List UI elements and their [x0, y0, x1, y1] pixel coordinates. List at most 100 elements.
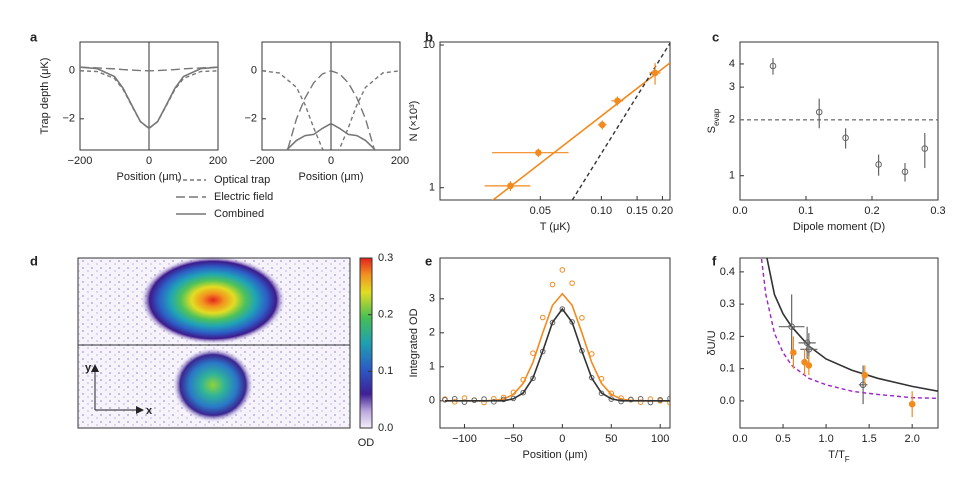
series-line — [286, 70, 376, 150]
data-point — [539, 314, 546, 321]
data-point — [628, 396, 634, 403]
x-axis-label: Position (μm) — [298, 171, 363, 183]
x-tick-label: 0 — [559, 433, 565, 445]
x-tick-label: 0.1 — [798, 205, 813, 217]
y-tick-label: 0 — [69, 65, 75, 77]
x-tick-label: 0.0 — [732, 433, 747, 445]
data-point — [530, 350, 536, 357]
x-axis-label-main: T (μK) — [540, 221, 571, 233]
y-axis-label: Trap depth (μK) — [39, 58, 51, 135]
colorbar-tick-label: 0.1 — [378, 365, 393, 377]
y-tick-label: 0.3 — [720, 298, 735, 310]
series-line — [760, 258, 938, 400]
series-line — [80, 70, 218, 130]
legend-label: Combined — [214, 208, 264, 220]
x-tick-label: 200 — [209, 155, 227, 167]
data-point — [500, 396, 507, 403]
panel-letter: a — [30, 29, 38, 44]
data-point — [842, 134, 849, 142]
data-point — [451, 399, 458, 405]
data-point — [491, 399, 497, 405]
y-tick-label: 0.2 — [720, 330, 735, 342]
y-axis-label-main: Integrated OD — [408, 308, 420, 377]
x-tick-label: 1.5 — [861, 433, 876, 445]
data-point — [559, 306, 566, 312]
x-axis-label: T (μK) — [540, 221, 571, 233]
plot-area — [740, 58, 938, 182]
x-tick-label: 0.5 — [775, 433, 790, 445]
x-axis-label: Position (μm) — [116, 171, 181, 183]
image-x-label: x — [146, 405, 153, 417]
x-tick-label: 0.0 — [732, 205, 747, 217]
image-y-label: y — [85, 362, 92, 374]
y-arrow-head — [91, 364, 99, 372]
data-point — [507, 182, 514, 190]
y-axis-label-main: δU/U — [706, 330, 718, 355]
x-axis-label-main: Dipole moment (D) — [793, 221, 885, 233]
x-axis-label-main: Position (μm) — [522, 449, 587, 461]
data-point — [535, 149, 542, 156]
y-axis-label-sub: evap — [712, 108, 721, 126]
series-line — [262, 70, 400, 150]
x-axis-label: Position (μm) — [522, 449, 587, 461]
x-axis-label-sub: F — [845, 455, 850, 464]
data-point — [579, 315, 585, 321]
colorbar-frame — [359, 257, 373, 429]
y-tick-label: 0.4 — [720, 266, 735, 278]
plot-frame — [739, 257, 939, 429]
x-tick-label: 100 — [651, 433, 669, 445]
x-tick-label: −200 — [250, 155, 275, 167]
y-axis-label: Integrated OD — [408, 308, 420, 377]
image-frame — [77, 257, 351, 429]
data-point — [769, 62, 777, 70]
y-tick-label: −2 — [244, 113, 257, 125]
data-point — [657, 396, 664, 403]
data-point — [667, 395, 670, 402]
y-tick-label: 0.1 — [720, 363, 735, 375]
legend-label: Optical trap — [214, 174, 270, 186]
data-point — [875, 161, 882, 168]
data-point — [510, 395, 517, 402]
series-line — [80, 66, 218, 130]
data-point — [598, 390, 605, 397]
y-tick-label: −2 — [62, 113, 75, 125]
data-point — [608, 390, 615, 397]
y-tick-label: 3 — [729, 81, 735, 93]
y-axis-label-main: S — [706, 126, 718, 133]
data-point — [667, 400, 670, 406]
y-tick-label: 10 — [423, 39, 435, 51]
x-tick-label: −50 — [504, 433, 523, 445]
y-tick-label: 1 — [429, 182, 435, 194]
y-tick-label: 1 — [429, 361, 435, 373]
data-point — [815, 108, 823, 116]
data-point — [801, 358, 808, 366]
series-line — [444, 307, 670, 402]
x-tick-label: 1.0 — [818, 433, 833, 445]
y-axis-label: δU/U — [706, 330, 718, 355]
series-line — [766, 258, 938, 393]
y-tick-label: 1 — [729, 170, 735, 182]
x-axis-label-main: Position (μm) — [298, 171, 363, 183]
data-point — [861, 371, 869, 379]
plot-frame — [439, 257, 671, 429]
y-tick-label: 0 — [251, 65, 257, 77]
y-tick-label: 0.0 — [720, 395, 735, 407]
x-axis-label-main: Position (μm) — [116, 171, 181, 183]
plot-frame — [739, 41, 939, 201]
y-tick-label: 0 — [429, 395, 435, 407]
x-tick-label: 0.2 — [864, 205, 879, 217]
data-point — [651, 69, 659, 77]
data-point — [790, 349, 797, 356]
panel-letter: d — [30, 253, 38, 268]
colorbar-label: OD — [358, 437, 375, 449]
colorbar-tick-label: 0.0 — [378, 422, 393, 434]
panel-letter: c — [712, 29, 719, 44]
data-point — [614, 97, 621, 105]
data-point — [549, 281, 556, 288]
od-image — [78, 256, 372, 428]
legend-label: Electric field — [214, 191, 273, 203]
y-axis-label: N (×10³) — [408, 101, 420, 142]
y-axis-label-main: N (×10³) — [408, 101, 420, 142]
data-point — [549, 319, 556, 326]
data-point — [520, 389, 526, 396]
